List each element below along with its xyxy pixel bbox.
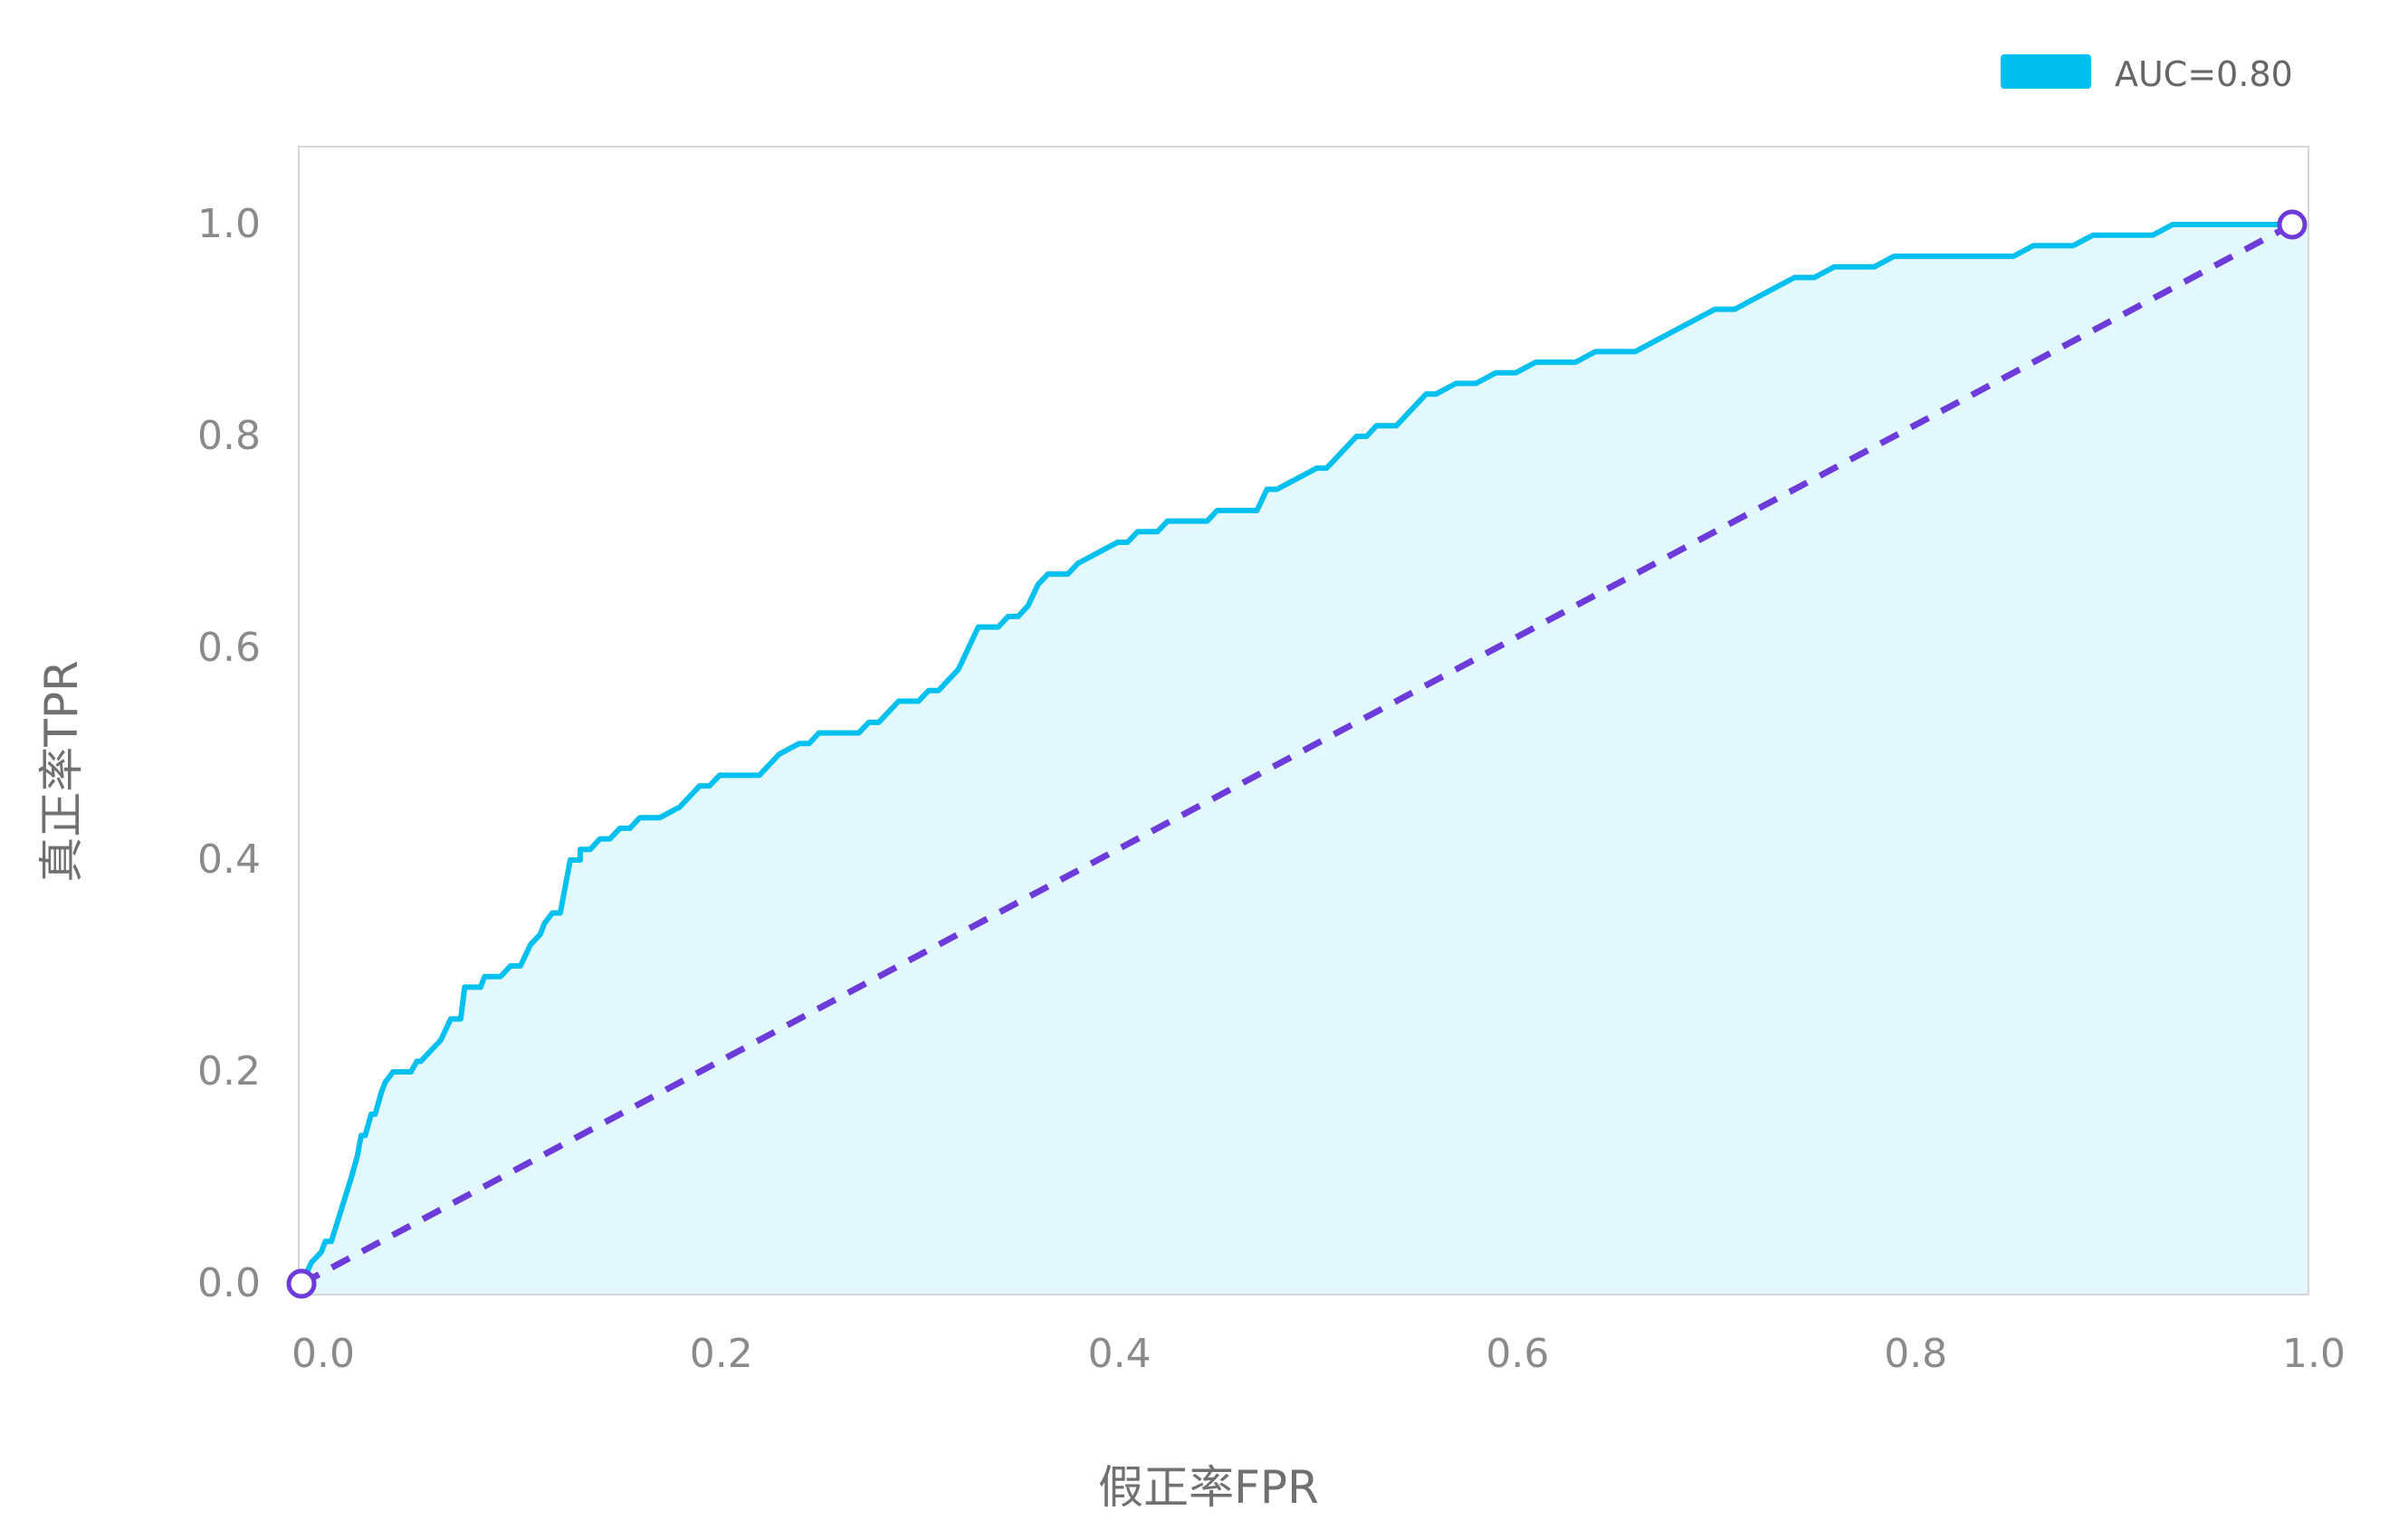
- curve-start-marker: [286, 1268, 317, 1299]
- y-axis-ticks: 0.0 0.2 0.4 0.6 0.8 1.0: [197, 201, 261, 1306]
- x-tick-label: 0.2: [690, 1331, 753, 1377]
- x-axis-title: 假正率FPR: [1098, 1461, 1319, 1514]
- y-tick-label: 0.8: [197, 413, 261, 459]
- roc-area-fill: [301, 225, 2308, 1294]
- x-tick-label: 0.8: [1884, 1331, 1947, 1377]
- x-tick-label: 0.4: [1088, 1331, 1151, 1377]
- legend-swatch: [2001, 54, 2091, 89]
- y-axis-title: 真正率TPR: [35, 660, 88, 882]
- x-tick-label: 1.0: [2282, 1331, 2346, 1377]
- y-tick-label: 0.6: [197, 625, 261, 671]
- legend-label: AUC=0.80: [2115, 54, 2293, 94]
- x-axis-ticks: 0.0 0.2 0.4 0.6 0.8 1.0: [291, 1331, 2346, 1377]
- curve-end-marker: [2277, 209, 2308, 240]
- y-tick-label: 0.2: [197, 1048, 261, 1095]
- y-tick-label: 1.0: [197, 201, 261, 247]
- x-tick-label: 0.0: [291, 1331, 355, 1377]
- roc-curve-line: [299, 222, 2292, 1286]
- legend: AUC=0.80: [2001, 54, 2293, 94]
- x-tick-label: 0.6: [1486, 1331, 1549, 1377]
- y-tick-label: 0.4: [197, 836, 261, 883]
- y-tick-label: 0.0: [197, 1260, 261, 1306]
